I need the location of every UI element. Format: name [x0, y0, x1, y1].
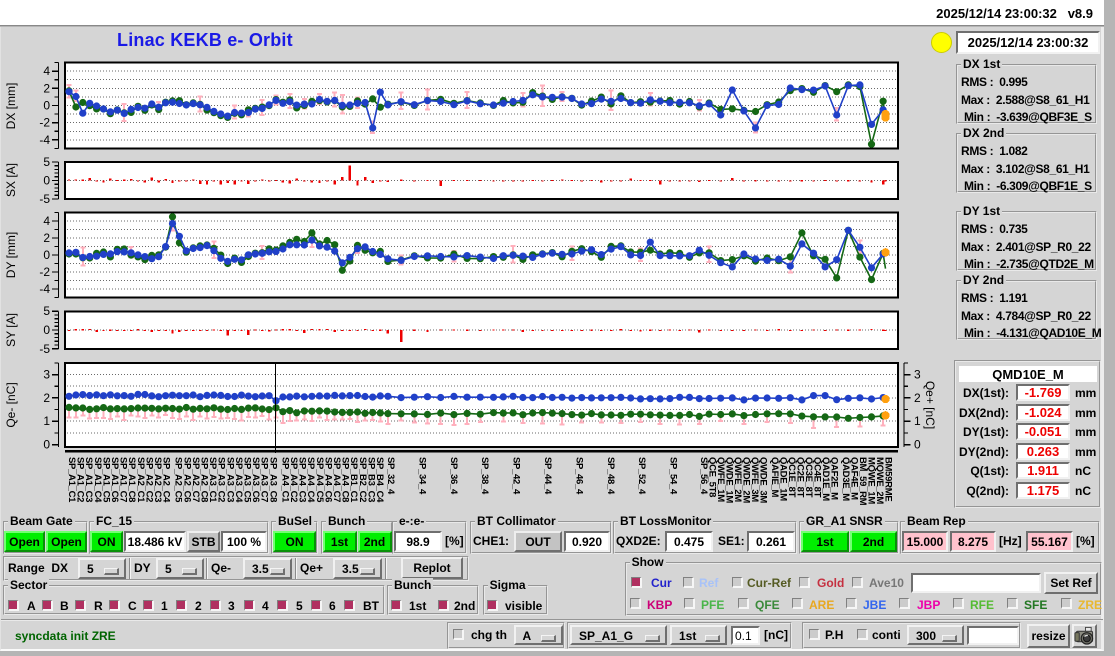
svg-text:SP_A1_C4: SP_A1_C4 — [92, 457, 103, 503]
svg-text:SP_B4_C4: SP_B4_C4 — [374, 457, 385, 503]
svg-text:2: 2 — [43, 81, 50, 95]
svg-text:SP_A3_C7: SP_A3_C7 — [259, 457, 270, 502]
svg-text:0: 0 — [43, 323, 50, 337]
svg-text:SP_A2_C5: SP_A2_C5 — [173, 457, 184, 503]
svg-text:QAF4E_M: QAF4E_M — [849, 457, 860, 500]
svg-text:SP_A3_C5: SP_A3_C5 — [242, 457, 253, 503]
svg-text:-2: -2 — [39, 116, 50, 130]
svg-text:Qe+ [nC]: Qe+ [nC] — [923, 381, 936, 429]
svg-text:SP_A1_C1: SP_A1_C1 — [66, 457, 77, 503]
svg-text:SP_44_4: SP_44_4 — [542, 457, 553, 495]
svg-text:BM59RME: BM59RME — [883, 457, 894, 501]
svg-text:SP_B3_C3: SP_B3_C3 — [365, 457, 376, 502]
svg-text:SP_A3_C1: SP_A3_C1 — [207, 457, 218, 503]
svg-text:1: 1 — [914, 414, 921, 428]
svg-text:2: 2 — [43, 231, 50, 245]
svg-text:QWFE_3M: QWFE_3M — [749, 457, 760, 502]
svg-text:QAF2E_M: QAF2E_M — [829, 457, 840, 500]
svg-text:SP_56_4: SP_56_4 — [698, 457, 709, 495]
svg-text:SP_A2_C1: SP_A2_C1 — [135, 457, 146, 503]
svg-text:DX [mm]: DX [mm] — [4, 83, 18, 130]
svg-text:2: 2 — [914, 391, 921, 405]
svg-text:1: 1 — [43, 414, 50, 428]
svg-text:SP_A4_C7: SP_A4_C7 — [331, 457, 342, 502]
svg-text:3: 3 — [43, 368, 50, 382]
svg-text:3: 3 — [914, 368, 921, 382]
svg-text:SP_A1_C3: SP_A1_C3 — [83, 457, 94, 502]
svg-text:QC2E_8T: QC2E_8T — [795, 457, 806, 498]
svg-text:QWFE_2M: QWFE_2M — [732, 457, 743, 502]
svg-text:-4: -4 — [39, 282, 50, 296]
svg-text:5: 5 — [43, 155, 50, 169]
svg-text:-5: -5 — [39, 192, 50, 206]
svg-text:-5: -5 — [39, 342, 50, 356]
svg-text:-2: -2 — [39, 265, 50, 279]
svg-text:QC1E_8T: QC1E_8T — [786, 457, 797, 498]
svg-text:Qe- [nC]: Qe- [nC] — [4, 382, 18, 427]
svg-text:SP_A3_C6: SP_A3_C6 — [250, 457, 261, 502]
svg-text:2: 2 — [43, 391, 50, 405]
svg-text:SP_52_4: SP_52_4 — [636, 457, 647, 495]
svg-text:QWDE_3M: QWDE_3M — [758, 457, 769, 503]
svg-text:QCE_5T8: QCE_5T8 — [707, 457, 718, 497]
svg-text:SP_A2_C7: SP_A2_C7 — [190, 457, 201, 502]
svg-text:SP_A3_C2: SP_A3_C2 — [216, 457, 227, 502]
svg-text:SP_A3_C8: SP_A3_C8 — [267, 457, 278, 502]
svg-text:SP_42_4: SP_42_4 — [511, 457, 522, 495]
svg-text:SP_B1_C1: SP_B1_C1 — [348, 457, 359, 503]
svg-text:SP_B2_C2: SP_B2_C2 — [357, 457, 368, 502]
svg-text:SP_A4_C4: SP_A4_C4 — [305, 457, 316, 503]
svg-text:QWDE_1M: QWDE_1M — [724, 457, 735, 503]
svg-text:QAFIE_M: QAFIE_M — [769, 457, 780, 498]
svg-text:SP_A4_C8: SP_A4_C8 — [340, 457, 351, 502]
svg-text:SP_A2_C8: SP_A2_C8 — [199, 457, 210, 502]
svg-text:SP_A4_C3: SP_A4_C3 — [297, 457, 308, 502]
svg-text:MQWE_1M: MQWE_1M — [866, 457, 877, 504]
svg-text:0: 0 — [43, 438, 50, 452]
svg-text:QC3E_8T: QC3E_8T — [803, 457, 814, 498]
svg-text:SP_A4_C1: SP_A4_C1 — [279, 457, 290, 503]
svg-text:-4: -4 — [39, 133, 50, 147]
svg-text:SP_A1_C6: SP_A1_C6 — [109, 457, 120, 502]
svg-text:SP_A4_C6: SP_A4_C6 — [322, 457, 333, 502]
svg-text:SP_A2_C6: SP_A2_C6 — [181, 457, 192, 502]
svg-text:SP_54_4: SP_54_4 — [668, 457, 679, 495]
svg-text:SP_A1_C2: SP_A1_C2 — [75, 457, 86, 502]
svg-text:SP_A1_C5: SP_A1_C5 — [100, 457, 111, 503]
svg-text:SP_A2_C4: SP_A2_C4 — [161, 457, 172, 503]
svg-text:0: 0 — [43, 174, 50, 188]
svg-text:SP_46_4: SP_46_4 — [573, 457, 584, 495]
svg-text:SP_A2_C3: SP_A2_C3 — [152, 457, 163, 502]
svg-text:QAD3E_M: QAD3E_M — [840, 457, 851, 501]
svg-text:0: 0 — [914, 438, 921, 452]
svg-text:QADE_1M: QADE_1M — [778, 457, 789, 501]
svg-text:SP_A4_C2: SP_A4_C2 — [288, 457, 299, 502]
svg-text:DY [mm]: DY [mm] — [4, 232, 18, 278]
svg-text:0: 0 — [43, 248, 50, 262]
svg-text:SP_A1_C8: SP_A1_C8 — [126, 457, 137, 502]
svg-text:QWDE_2M: QWDE_2M — [741, 457, 752, 503]
svg-text:4: 4 — [43, 64, 50, 78]
svg-text:0: 0 — [43, 99, 50, 113]
svg-text:QWFE_1M: QWFE_1M — [715, 457, 726, 502]
svg-text:SP_A4_C5: SP_A4_C5 — [314, 457, 325, 503]
svg-text:BM_59_RM: BM_59_RM — [857, 457, 868, 506]
svg-text:SP_48_4: SP_48_4 — [605, 457, 616, 495]
svg-text:QAD1E_M: QAD1E_M — [820, 457, 831, 501]
svg-text:5: 5 — [43, 304, 50, 318]
svg-text:SX [A]: SX [A] — [4, 163, 18, 197]
svg-text:SP_34_4: SP_34_4 — [416, 457, 427, 495]
svg-text:SP_A2_C2: SP_A2_C2 — [143, 457, 154, 502]
svg-text:SY [A]: SY [A] — [4, 313, 18, 347]
svg-text:SP_32_4: SP_32_4 — [385, 457, 396, 495]
svg-text:SP_36_4: SP_36_4 — [448, 457, 459, 495]
svg-text:4: 4 — [43, 214, 50, 228]
svg-text:MQWE_2M: MQWE_2M — [874, 457, 885, 504]
svg-text:SP_A1_C7: SP_A1_C7 — [118, 457, 129, 502]
svg-text:SP_38_4: SP_38_4 — [479, 457, 490, 495]
svg-text:QC4E_8T: QC4E_8T — [812, 457, 823, 498]
svg-text:SP_A3_C3: SP_A3_C3 — [224, 457, 235, 502]
svg-text:SP_A3_C4: SP_A3_C4 — [233, 457, 244, 503]
